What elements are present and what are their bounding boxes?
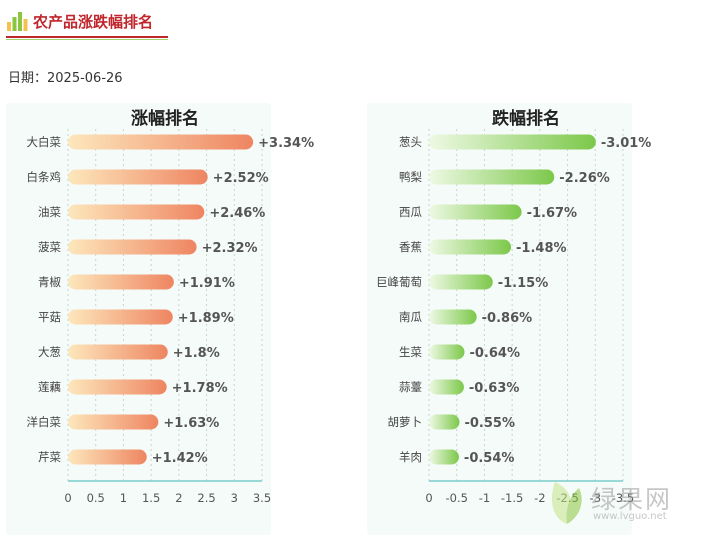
losers-tick-label: -3.5 xyxy=(612,491,634,505)
gainers-category-label: 莲藕 xyxy=(38,380,61,394)
losers-bar xyxy=(429,204,522,220)
gainers-tick-label: 0 xyxy=(64,491,71,505)
page-header: 农产品涨跌幅排名 xyxy=(6,8,168,42)
gainers-category-label: 芹菜 xyxy=(38,450,61,464)
gainers-tick-label: 1.5 xyxy=(142,491,160,505)
losers-bar xyxy=(429,274,493,290)
gainers-category-label: 青椒 xyxy=(38,275,61,289)
gainers-value-label: +2.46% xyxy=(209,206,265,221)
gainers-tick-label: 3.5 xyxy=(253,491,271,505)
gainers-chart-title: 涨幅排名 xyxy=(131,108,199,129)
losers-tick-label: 0 xyxy=(425,491,432,505)
losers-bar xyxy=(429,379,464,395)
gainers-bar xyxy=(68,414,159,430)
date-label: 日期：2025-06-26 xyxy=(8,71,123,86)
gainers-chart: 涨幅排名 0 0.5 1 1.5 2 2.5 3 3.5 大白菜 +3.34% 白条鸡 +2.52% 油菜… xyxy=(27,108,315,505)
losers-category-label: 巨峰葡萄 xyxy=(376,275,422,289)
losers-value-label: -3.01% xyxy=(601,136,652,151)
gainers-bar xyxy=(68,379,167,395)
gainers-tick-label: 2 xyxy=(175,491,182,505)
gainers-category-label: 大葱 xyxy=(38,345,61,359)
losers-category-label: 葱头 xyxy=(399,135,422,149)
title-underline-accent xyxy=(6,39,168,40)
losers-bar xyxy=(429,449,459,465)
losers-category-label: 香蕉 xyxy=(399,240,422,254)
losers-category-label: 鸭梨 xyxy=(399,170,422,184)
gainers-value-label: +3.34% xyxy=(258,136,314,151)
gainers-value-label: +1.91% xyxy=(179,276,235,291)
losers-bar xyxy=(429,169,555,185)
losers-chart: 跌幅排名0-0.5-1-1.5-2-2.5-3-3.5葱头-3.01%鸭梨-2.… xyxy=(376,108,651,505)
watermark-url: www.lvguo.net xyxy=(593,511,667,522)
gainers-bar xyxy=(68,449,147,465)
gainers-bar xyxy=(68,134,254,150)
losers-chart-panel: 跌幅排名0-0.5-1-1.5-2-2.5-3-3.5葱头-3.01%鸭梨-2.… xyxy=(367,103,651,535)
losers-bar xyxy=(429,309,477,325)
losers-category-label: 西瓜 xyxy=(399,205,422,219)
gainers-value-label: +1.78% xyxy=(172,381,228,396)
gainers-tick-label: 3 xyxy=(231,491,238,505)
losers-value-label: -0.64% xyxy=(469,346,520,361)
gainers-category-label: 白条鸡 xyxy=(27,170,62,184)
losers-value-label: -1.48% xyxy=(516,241,567,256)
gainers-category-label: 油菜 xyxy=(38,205,61,219)
losers-bar xyxy=(429,414,460,430)
gainers-value-label: +1.42% xyxy=(152,451,208,466)
gainers-bar xyxy=(68,274,174,290)
page-title: 农产品涨跌幅排名 xyxy=(33,13,154,31)
gainers-category-label: 菠菜 xyxy=(38,240,61,254)
losers-category-label: 羊肉 xyxy=(399,450,422,464)
gainers-bar xyxy=(68,309,173,325)
gainers-bar xyxy=(68,204,205,220)
losers-bar xyxy=(429,134,596,150)
losers-bar xyxy=(429,239,512,255)
gainers-category-label: 大白菜 xyxy=(27,135,62,149)
losers-tick-label: -1.5 xyxy=(501,491,523,505)
gainers-tick-label: 0.5 xyxy=(87,491,105,505)
gainers-category-label: 洋白菜 xyxy=(27,415,62,429)
gainers-chart-panel: 涨幅排名 0 0.5 1 1.5 2 2.5 3 3.5 大白菜 +3.34% 白条鸡 +2.52% 油菜… xyxy=(6,103,315,535)
losers-tick-label: -2 xyxy=(534,491,545,505)
losers-value-label: -1.15% xyxy=(498,276,549,291)
losers-value-label: -0.54% xyxy=(464,451,514,466)
losers-category-label: 生菜 xyxy=(399,345,422,359)
gainers-tick-label: 1 xyxy=(120,491,127,505)
losers-tick-label: -3 xyxy=(590,491,601,505)
title-underline xyxy=(6,36,168,38)
losers-value-label: -0.63% xyxy=(469,381,520,396)
losers-value-label: -0.86% xyxy=(482,311,533,326)
watermark-text: 绿果网 xyxy=(591,485,673,514)
gainers-bar xyxy=(68,169,208,185)
gainers-bar xyxy=(68,344,168,360)
watermark: 绿果网 www.lvguo.net xyxy=(547,478,697,530)
losers-category-label: 南瓜 xyxy=(399,310,422,324)
gainers-value-label: +2.32% xyxy=(202,241,258,256)
gainers-category-label: 平菇 xyxy=(38,310,61,324)
losers-category-label: 胡萝卜 xyxy=(388,415,423,429)
gainers-value-label: +1.63% xyxy=(163,416,219,431)
leaf-logo-icon xyxy=(551,482,582,524)
losers-tick-label: -1 xyxy=(479,491,490,505)
losers-bar xyxy=(429,344,465,360)
losers-tick-label: -0.5 xyxy=(445,491,467,505)
gainers-value-label: +1.8% xyxy=(173,346,220,361)
gainers-tick-label: 2.5 xyxy=(197,491,215,505)
losers-category-label: 蒜薹 xyxy=(399,380,422,394)
losers-value-label: -2.26% xyxy=(559,171,610,186)
gainers-bar xyxy=(68,239,197,255)
losers-value-label: -1.67% xyxy=(527,206,578,221)
gainers-value-label: +1.89% xyxy=(178,311,234,326)
losers-value-label: -0.55% xyxy=(464,416,515,431)
bar-chart-icon xyxy=(7,12,28,31)
losers-chart-title: 跌幅排名 xyxy=(492,108,560,129)
gainers-value-label: +2.52% xyxy=(213,171,269,186)
